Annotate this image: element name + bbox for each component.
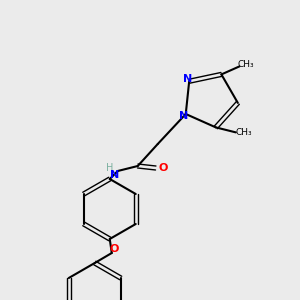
Text: N: N [183, 74, 192, 84]
Text: N: N [179, 111, 188, 121]
Text: CH₃: CH₃ [236, 128, 252, 137]
Text: O: O [158, 163, 167, 173]
Text: N: N [110, 170, 119, 180]
Text: H: H [106, 163, 113, 173]
Text: CH₃: CH₃ [237, 60, 254, 69]
Text: O: O [109, 244, 119, 254]
